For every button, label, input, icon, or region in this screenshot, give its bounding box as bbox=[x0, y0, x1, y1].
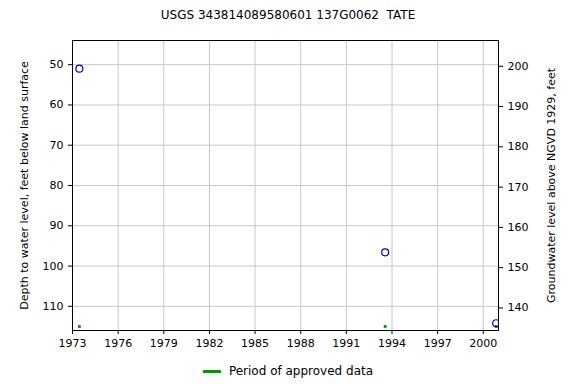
svg-text:100: 100 bbox=[43, 260, 64, 273]
svg-text:1991: 1991 bbox=[332, 337, 360, 350]
svg-text:1985: 1985 bbox=[241, 337, 269, 350]
svg-text:180: 180 bbox=[508, 140, 529, 153]
svg-text:140: 140 bbox=[508, 301, 529, 314]
svg-text:110: 110 bbox=[43, 300, 64, 313]
svg-text:160: 160 bbox=[508, 221, 529, 234]
svg-text:1973: 1973 bbox=[59, 337, 87, 350]
svg-text:Depth to water level, feet bel: Depth to water level, feet below land su… bbox=[18, 61, 31, 310]
html-text:USGS 343814089580601 137G0062: USGS 343814089580601 137G0062 TATE bbox=[160, 8, 416, 22]
html-text:Period of approved data: Period of approved data bbox=[228, 364, 374, 378]
svg-text:190: 190 bbox=[508, 100, 529, 113]
svg-text:1994: 1994 bbox=[378, 337, 406, 350]
svg-text:50: 50 bbox=[50, 58, 64, 71]
svg-text:1997: 1997 bbox=[424, 337, 452, 350]
svg-text:70: 70 bbox=[50, 139, 64, 152]
svg-text:80: 80 bbox=[50, 179, 64, 192]
svg-text:Groundwater level above NGVD 1: Groundwater level above NGVD 1929, feet bbox=[545, 67, 558, 303]
svg-text:90: 90 bbox=[50, 219, 64, 232]
svg-text:60: 60 bbox=[50, 98, 64, 111]
svg-text:1976: 1976 bbox=[104, 337, 132, 350]
svg-text:170: 170 bbox=[508, 181, 529, 194]
svg-text:200: 200 bbox=[508, 60, 529, 73]
svg-text:150: 150 bbox=[508, 261, 529, 274]
svg-text:1982: 1982 bbox=[195, 337, 223, 350]
svg-text:1988: 1988 bbox=[287, 337, 315, 350]
svg-text:2000: 2000 bbox=[469, 337, 497, 350]
svg-text:1979: 1979 bbox=[150, 337, 178, 350]
